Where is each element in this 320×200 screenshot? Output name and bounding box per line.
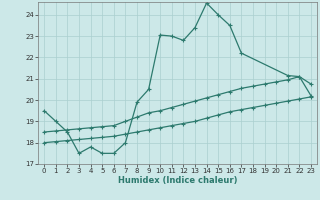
X-axis label: Humidex (Indice chaleur): Humidex (Indice chaleur) xyxy=(118,176,237,185)
